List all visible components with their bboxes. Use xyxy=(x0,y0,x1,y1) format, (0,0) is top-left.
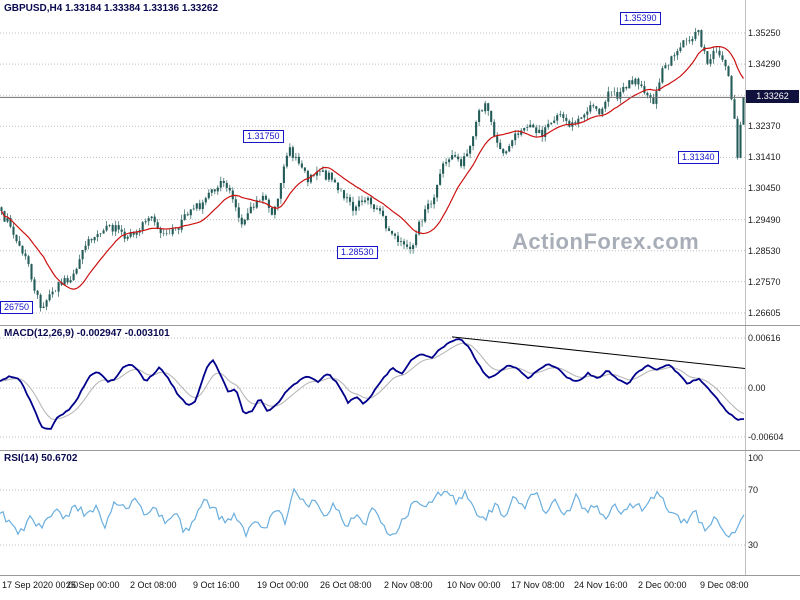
macd-axis-label: 0.00 xyxy=(748,382,766,393)
x-axis-label: 2 Oct 08:00 xyxy=(130,580,177,590)
rsi-axis-label: 30 xyxy=(748,540,759,550)
price-flag-label: 1.28530 xyxy=(337,246,378,259)
price-axis-label: 1.31410 xyxy=(748,152,781,163)
x-axis-label: 9 Dec 08:00 xyxy=(700,580,749,590)
price-axis-label: 1.30450 xyxy=(748,183,781,194)
macd-axis-label: -0.00604 xyxy=(748,432,784,442)
macd-axis-label: 0.00616 xyxy=(748,333,781,343)
price-axis-label: 1.26605 xyxy=(748,308,781,318)
price-flag-label: 1.31340 xyxy=(678,151,719,164)
panel-separator xyxy=(0,450,800,451)
rsi-indicator-label: RSI(14) 50.6702 xyxy=(4,453,78,464)
price-axis-label: 1.34290 xyxy=(748,59,781,70)
x-axis-label: 19 Oct 00:00 xyxy=(257,580,309,590)
x-axis-label: 9 Oct 16:00 xyxy=(193,580,240,590)
panel-separator xyxy=(0,325,800,326)
watermark: ActionForex.com xyxy=(512,229,700,254)
price-axis-label: 1.32370 xyxy=(748,121,781,132)
symbol-ohlc-header: GBPUSD,H4 1.33184 1.33384 1.33136 1.3326… xyxy=(4,3,219,14)
x-axis-label: 17 Sep 2020 00:00 xyxy=(2,580,79,590)
x-axis-label: 26 Oct 08:00 xyxy=(320,580,372,590)
price-flag-label: 26750 xyxy=(0,301,34,314)
x-axis-label: 2 Dec 00:00 xyxy=(638,580,687,590)
panel-separator xyxy=(0,575,800,576)
current-price-tag: 1.33262 xyxy=(746,90,799,103)
price-flag-label: 1.35390 xyxy=(620,12,661,25)
price-axis-label: 1.29490 xyxy=(748,214,781,225)
price-axis-label: 1.28530 xyxy=(748,245,781,256)
rsi-axis-label: 70 xyxy=(748,485,759,495)
rsi-axis-label: 100 xyxy=(748,453,764,463)
price-flag-label: 1.31750 xyxy=(243,130,284,143)
macd-indicator-label: MACD(12,26,9) -0.002947 -0.003101 xyxy=(4,328,170,339)
x-axis-label: 25 Sep 00:00 xyxy=(66,580,120,590)
x-axis-label: 17 Nov 08:00 xyxy=(511,580,565,590)
macd-panel xyxy=(0,336,746,438)
x-axis-label: 10 Nov 00:00 xyxy=(447,580,501,590)
price-axis-separator xyxy=(745,0,746,575)
x-axis-label: 2 Nov 08:00 xyxy=(384,580,433,590)
rsi-panel xyxy=(0,487,745,546)
x-axis-label: 24 Nov 16:00 xyxy=(574,580,628,590)
price-axis-label: 1.35250 xyxy=(748,28,781,38)
price-axis-label: 1.27570 xyxy=(748,276,781,287)
